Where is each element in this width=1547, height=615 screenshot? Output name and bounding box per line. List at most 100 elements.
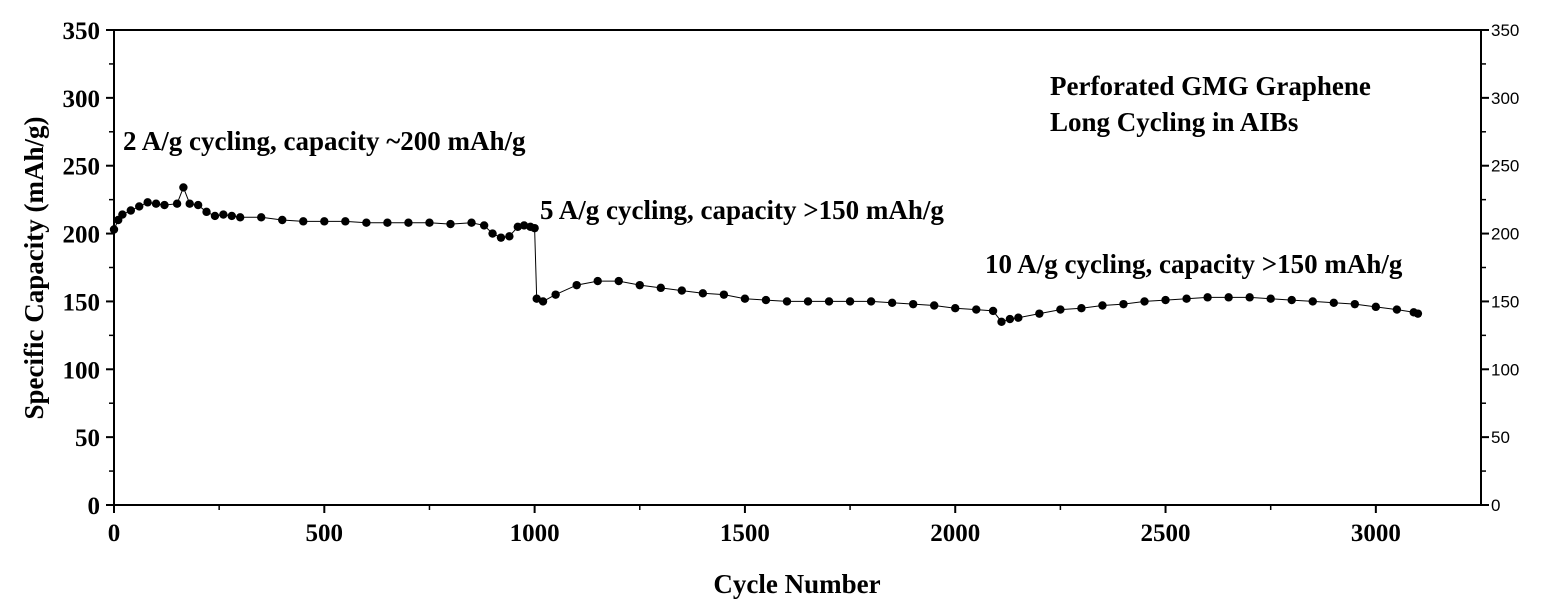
data-point	[320, 217, 329, 226]
data-point	[1224, 293, 1233, 302]
data-point	[179, 183, 188, 192]
data-point	[227, 211, 236, 221]
data-point	[1350, 299, 1360, 309]
annotation-2ag: 2 A/g cycling, capacity ~200 mAh/g	[123, 126, 526, 156]
data-point	[1014, 313, 1023, 322]
data-point	[1266, 294, 1275, 303]
legend-text-line-1: Perforated GMG Graphene	[1050, 71, 1371, 101]
data-point	[845, 297, 855, 306]
data-point	[160, 200, 169, 210]
data-point	[1392, 305, 1402, 314]
data-point	[1056, 305, 1065, 314]
data-point	[257, 213, 266, 222]
data-point	[1245, 293, 1254, 302]
data-point	[1308, 297, 1317, 306]
data-point	[997, 317, 1006, 326]
x-tick-label: 3000	[1351, 520, 1401, 547]
y-tick-label-left: 200	[63, 222, 101, 249]
data-point	[530, 223, 539, 233]
data-point	[235, 213, 245, 222]
data-point	[677, 286, 687, 295]
y-axis-label: Specific Capacity (mAh/g)	[19, 117, 49, 420]
y-tick-label-right: 150	[1491, 292, 1519, 311]
y-tick-label-right: 200	[1491, 225, 1519, 244]
data-point	[278, 215, 287, 225]
data-point	[572, 280, 581, 290]
data-point	[467, 218, 476, 227]
y-tick-label-right: 0	[1491, 496, 1500, 515]
data-point	[551, 290, 560, 299]
data-point	[782, 297, 792, 306]
data-point	[1371, 302, 1381, 312]
data-point	[202, 207, 211, 217]
x-tick-label: 1500	[720, 520, 770, 547]
x-axis-label: Cycle Number	[713, 569, 880, 599]
data-point	[1140, 297, 1149, 306]
data-point	[698, 289, 708, 298]
data-point	[341, 217, 350, 226]
data-point	[210, 211, 220, 221]
data-point	[908, 299, 918, 309]
annotation-5ag: 5 A/g cycling, capacity >150 mAh/g	[540, 195, 944, 225]
x-tick-label: 0	[108, 520, 121, 547]
y-tick-label-right: 100	[1491, 360, 1519, 379]
y-tick-label-left: 0	[88, 493, 101, 520]
data-point	[887, 298, 897, 307]
data-point	[1413, 309, 1423, 318]
data-point	[118, 210, 127, 219]
data-point	[425, 218, 434, 227]
data-point	[185, 199, 194, 208]
data-point	[635, 280, 644, 290]
y-tick-label-right: 250	[1491, 157, 1519, 176]
data-point	[1287, 295, 1296, 305]
data-point	[1203, 293, 1212, 302]
data-point	[1182, 294, 1191, 303]
data-point	[988, 306, 998, 316]
legend-text-line-2: Long Cycling in AIBs	[1050, 107, 1298, 137]
data-point	[761, 295, 771, 305]
data-point	[193, 200, 203, 210]
y-tick-label-left: 250	[63, 154, 101, 181]
data-point	[479, 221, 489, 230]
data-point	[496, 233, 506, 242]
data-point	[513, 222, 522, 231]
y-tick-label-left: 300	[63, 86, 101, 113]
data-point	[404, 218, 413, 227]
data-layer	[109, 183, 1423, 326]
data-point	[593, 276, 602, 286]
data-point	[519, 221, 529, 230]
data-point	[1035, 309, 1044, 318]
data-point	[362, 218, 371, 227]
data-point	[824, 297, 834, 306]
y-tick-label-right: 350	[1491, 21, 1519, 40]
data-point	[1329, 298, 1338, 307]
annotation-10ag: 10 A/g cycling, capacity >150 mAh/g	[985, 249, 1403, 279]
data-point	[126, 206, 136, 215]
data-point	[532, 294, 541, 303]
data-point	[1005, 314, 1015, 324]
data-point	[383, 218, 392, 227]
data-point	[1098, 301, 1107, 310]
data-point	[488, 229, 497, 238]
data-point	[656, 283, 665, 293]
x-tick-label: 1000	[510, 520, 560, 547]
data-point	[972, 305, 981, 314]
data-point	[951, 304, 960, 313]
data-point	[538, 297, 548, 306]
data-point	[614, 276, 623, 286]
data-point	[135, 202, 144, 211]
data-point	[1077, 304, 1086, 313]
data-point	[143, 198, 152, 207]
x-tick-label: 2000	[930, 520, 980, 547]
data-point	[1119, 299, 1128, 309]
data-point	[446, 219, 455, 229]
data-point	[719, 290, 729, 299]
data-point	[219, 210, 228, 219]
axes-layer: 0 500 1000 1500 2000 2500 30000501001502002503…	[63, 18, 1520, 547]
x-tick-label: 2500	[1141, 520, 1191, 547]
data-point	[151, 199, 161, 208]
data-point	[299, 217, 308, 226]
y-tick-label-left: 350	[63, 18, 101, 45]
data-point	[803, 297, 813, 306]
